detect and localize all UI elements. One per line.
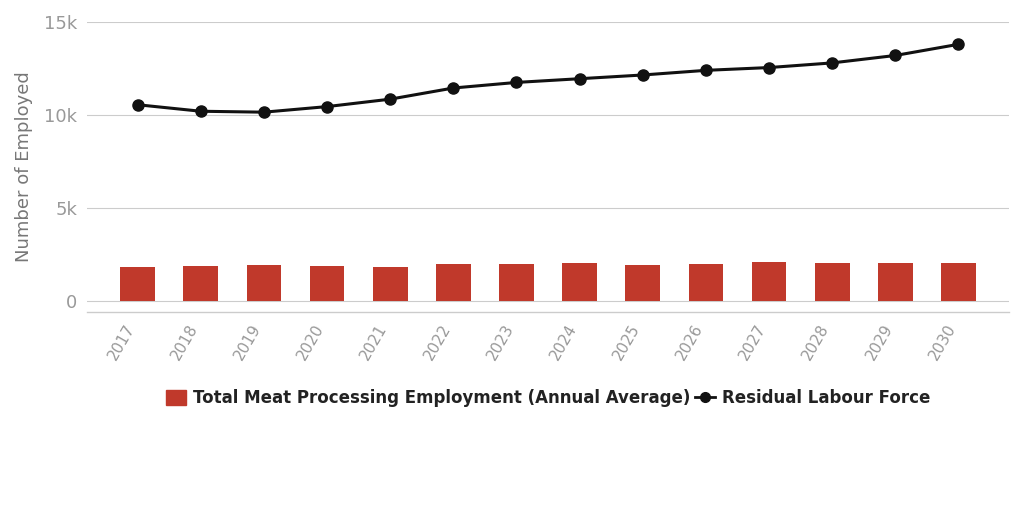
Bar (878, 263, 912, 301)
Bar (688, 265, 723, 301)
Bar (815, 263, 850, 301)
Legend: Total Meat Processing Employment (Annual Average), Residual Labour Force: Total Meat Processing Employment (Annual… (160, 383, 937, 414)
Y-axis label: Number of Employed: Number of Employed (15, 72, 33, 263)
Bar (626, 265, 660, 301)
Bar (183, 266, 218, 301)
Bar (309, 266, 344, 301)
Bar (373, 267, 408, 301)
Bar (120, 267, 155, 301)
Bar (247, 265, 282, 301)
Bar (499, 264, 534, 301)
Bar (562, 263, 597, 301)
Bar (752, 262, 786, 301)
Bar (941, 263, 976, 301)
Bar (436, 264, 471, 301)
